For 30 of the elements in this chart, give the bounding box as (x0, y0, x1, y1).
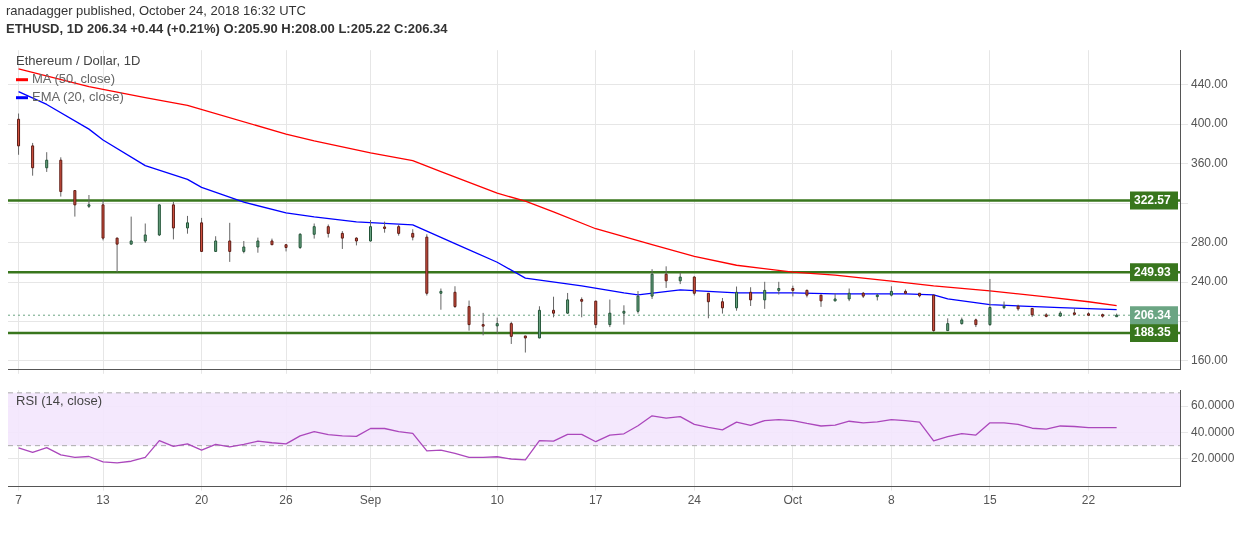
legend-label: EMA (20, close) (32, 88, 124, 104)
ref-line-label: 322.57 (1134, 192, 1172, 207)
x-tick-label: 7 (15, 493, 23, 508)
x-tick-label: 26 (279, 493, 294, 508)
x-tick-label: 22 (1081, 493, 1096, 508)
y-tick-label: 280.00 (1191, 234, 1229, 249)
x-tick-label: 8 (888, 493, 896, 508)
ref-line-label: 188.35 (1134, 325, 1172, 340)
x-tick-label: 17 (589, 493, 603, 508)
y-tick-label: 160.00 (1191, 353, 1229, 368)
x-tick-label: 15 (983, 493, 997, 508)
y-tick-label: 40.0000 (1191, 424, 1235, 439)
x-tick-label: Oct (783, 493, 803, 508)
x-tick-label: Sep (359, 493, 382, 508)
x-tick-label: 13 (96, 493, 111, 508)
y-tick-label: 240.00 (1191, 274, 1229, 289)
y-tick-label: 440.00 (1191, 77, 1229, 92)
chart-title: Ethereum / Dollar, 1D (16, 52, 141, 68)
y-tick-label: 400.00 (1191, 116, 1229, 131)
y-tick-label: 360.00 (1191, 155, 1229, 170)
y-tick-label: 20.0000 (1191, 451, 1235, 466)
text: ranadagger published, October 24, 2018 16:32 UTC (6, 3, 306, 18)
ref-line-label: 249.93 (1134, 264, 1172, 279)
chart-title: RSI (14, close) (16, 392, 102, 408)
x-tick-label: 24 (687, 493, 702, 508)
y-tick-label: 60.0000 (1191, 398, 1235, 413)
x-tick-label: 10 (490, 493, 505, 508)
ref-line-label: 206.34 (1134, 307, 1172, 322)
x-tick-label: 20 (194, 493, 209, 508)
text: ETHUSD, 1D 206.34 +0.44 (+0.21%) O:205.90 H:208.00 L:205.22 C:206.34 (6, 21, 448, 36)
